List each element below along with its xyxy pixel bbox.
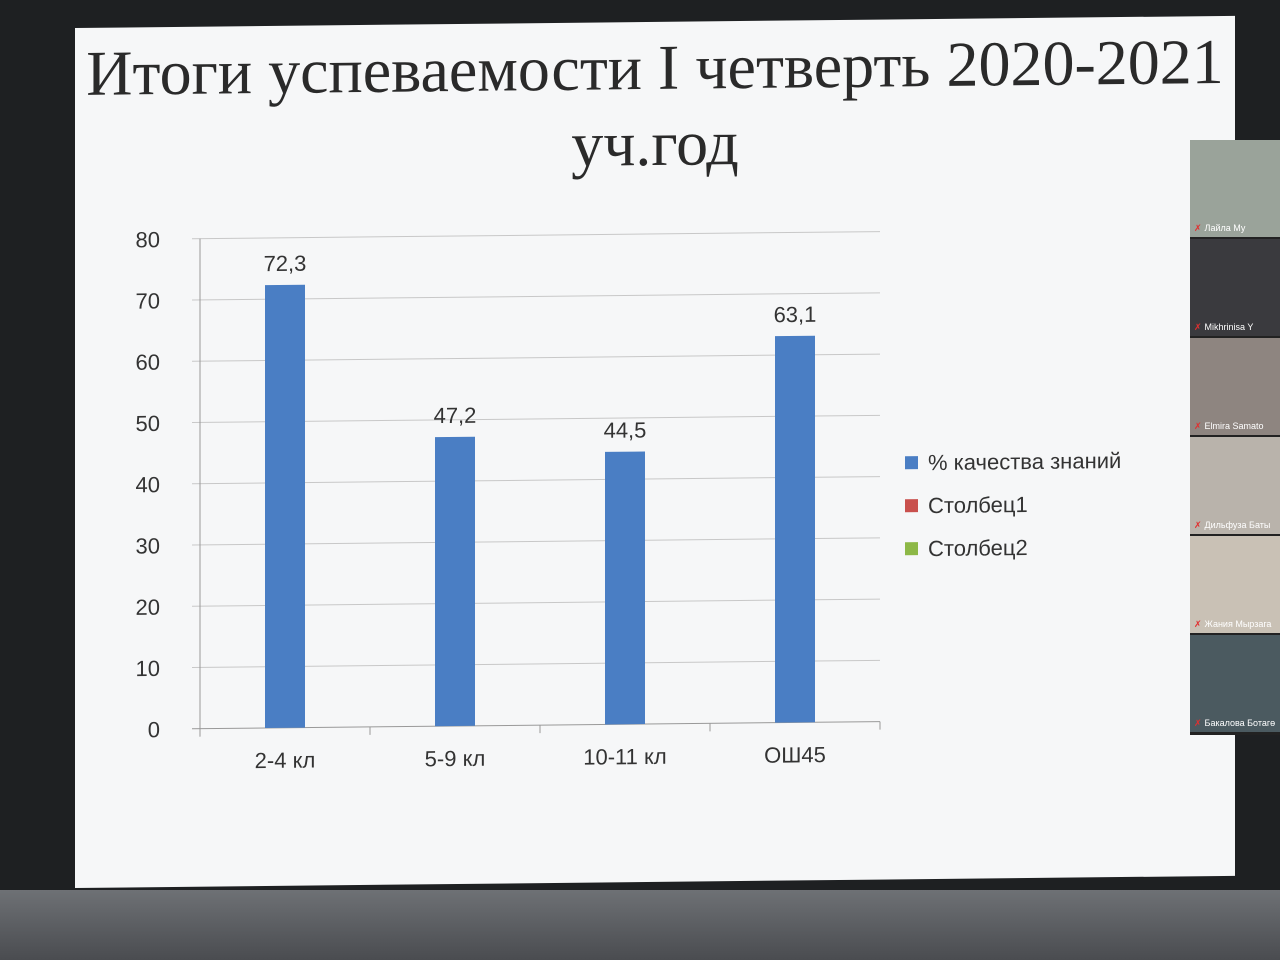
bar-chart: 0 10 20 30 40 50 60 70 80 72,3 2-4 кл 47,2 5-9 кл 44,… [136, 227, 881, 773]
y-tick-label: 30 [136, 533, 160, 558]
x-tick-label: 2-4 кл [255, 747, 316, 773]
participant-name: ✗ Бакалова Ботагө [1194, 718, 1275, 729]
bar [265, 284, 305, 729]
participant-name: ✗ Жания Мырзага [1194, 619, 1271, 630]
legend-label: Столбец2 [928, 534, 1028, 561]
muted-mic-icon: ✗ [1194, 421, 1202, 431]
legend-swatch [905, 499, 918, 513]
y-tick-label: 80 [136, 227, 160, 252]
muted-mic-icon: ✗ [1194, 718, 1202, 728]
y-tick-label: 60 [136, 350, 160, 375]
participant-tile[interactable]: ✗ Жания Мырзага [1190, 536, 1280, 633]
y-tick-label: 50 [136, 411, 160, 436]
muted-mic-icon: ✗ [1194, 322, 1202, 332]
legend-swatch [905, 542, 918, 556]
legend-label: % качества знаний [928, 447, 1122, 475]
muted-mic-icon: ✗ [1194, 520, 1202, 530]
muted-mic-icon: ✗ [1194, 223, 1202, 233]
legend-item: Столбец2 [905, 525, 1121, 570]
bar [605, 451, 645, 725]
x-tick-label: 10-11 кл [583, 744, 666, 770]
gridline [192, 231, 880, 240]
y-tick-label: 20 [136, 595, 160, 620]
monitor-bezel [0, 890, 1280, 960]
gridline [192, 353, 880, 362]
gridline [192, 537, 880, 546]
gridline [192, 414, 880, 424]
x-tick-label: 5-9 кл [425, 746, 486, 772]
participant-name-text: Бакалова Ботагө [1204, 718, 1276, 728]
legend-item: Столбец1 [905, 482, 1121, 527]
y-tick-label: 0 [148, 717, 160, 742]
data-label: 44,5 [604, 417, 647, 442]
participant-name-text: Дильфуза Баты [1204, 520, 1271, 530]
y-tick-label: 40 [136, 472, 160, 497]
bar [435, 436, 475, 727]
participant-name-text: Elmira Samato [1204, 421, 1264, 431]
participant-tile[interactable]: ✗ Бакалова Ботагө [1190, 635, 1280, 732]
x-axis-line [192, 721, 880, 730]
participant-name: ✗ Mikhrinisa Y [1194, 322, 1253, 333]
x-tick-label: ОШ45 [764, 742, 826, 768]
participants-panel: ✗ Лайла Му ✗ Mikhrinisa Y ✗ Elmira Samato ✗ Дил… [1190, 140, 1280, 735]
participant-name: ✗ Дильфуза Баты [1194, 520, 1270, 531]
y-tick-label: 70 [136, 288, 160, 313]
data-label: 47,2 [434, 403, 477, 428]
participant-tile[interactable]: ✗ Mikhrinisa Y [1190, 239, 1280, 336]
participant-name-text: Жания Мырзага [1204, 619, 1272, 629]
legend-item: % качества знаний [905, 439, 1121, 484]
gridline [192, 659, 880, 669]
muted-mic-icon: ✗ [1194, 619, 1202, 629]
participant-tile[interactable]: ✗ Лайла Му [1190, 140, 1280, 237]
gridline [192, 476, 880, 485]
chart-legend: % качества знаний Столбец1 Столбец2 [905, 439, 1121, 570]
participant-tile[interactable]: ✗ Дильфуза Баты [1190, 437, 1280, 534]
participant-name-text: Лайла Му [1204, 223, 1246, 233]
participant-name: ✗ Лайла Му [1194, 223, 1245, 234]
bar [775, 335, 815, 723]
participant-tile[interactable]: ✗ Elmira Samato [1190, 338, 1280, 435]
gridline [192, 598, 880, 607]
y-tick-label: 10 [136, 656, 160, 681]
legend-swatch [905, 456, 918, 470]
participant-name: ✗ Elmira Samato [1194, 421, 1264, 432]
legend-label: Столбец1 [928, 491, 1028, 518]
gridline [192, 292, 880, 301]
data-label: 72,3 [264, 251, 307, 276]
data-label: 63,1 [774, 302, 817, 327]
participant-name-text: Mikhrinisa Y [1204, 322, 1254, 332]
presentation-slide: Итоги успеваемости I четверть 2020-2021 … [75, 15, 1235, 889]
